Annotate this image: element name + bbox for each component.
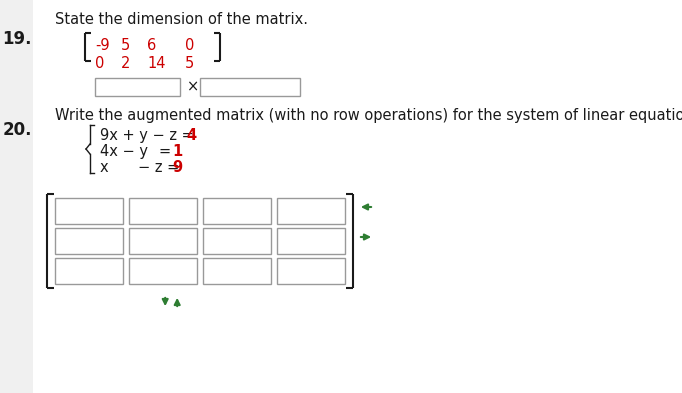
Text: ×: × — [187, 79, 199, 94]
Bar — [129, 198, 197, 224]
Text: 5: 5 — [121, 38, 130, 53]
Bar — [200, 78, 300, 96]
Text: 9x + y − z =: 9x + y − z = — [100, 128, 198, 143]
Bar — [95, 78, 180, 96]
Text: Write the augmented matrix (with no row operations) for the system of linear equ: Write the augmented matrix (with no row … — [55, 108, 682, 123]
Bar — [203, 228, 271, 254]
Text: − z =: − z = — [138, 160, 184, 175]
Text: 2: 2 — [121, 56, 130, 71]
Bar — [55, 198, 123, 224]
Bar — [277, 228, 345, 254]
Text: 20.: 20. — [2, 121, 32, 139]
Bar — [0, 0, 33, 393]
Bar — [55, 228, 123, 254]
Bar — [203, 258, 271, 284]
Text: 6: 6 — [147, 38, 156, 53]
Bar — [277, 258, 345, 284]
Text: -9: -9 — [95, 38, 110, 53]
Text: 4x − y: 4x − y — [100, 144, 148, 159]
Text: State the dimension of the matrix.: State the dimension of the matrix. — [55, 12, 308, 27]
Bar — [203, 198, 271, 224]
Text: 9: 9 — [172, 160, 182, 175]
Text: 0: 0 — [185, 38, 194, 53]
Text: x: x — [100, 160, 108, 175]
Text: 19.: 19. — [2, 30, 32, 48]
Bar — [129, 258, 197, 284]
Bar — [129, 228, 197, 254]
Text: 5: 5 — [185, 56, 194, 71]
Text: =: = — [159, 144, 176, 159]
Bar — [277, 198, 345, 224]
Bar — [55, 258, 123, 284]
Text: 14: 14 — [147, 56, 166, 71]
Text: 4: 4 — [186, 128, 196, 143]
Text: 0: 0 — [95, 56, 104, 71]
Text: 1: 1 — [172, 144, 182, 159]
